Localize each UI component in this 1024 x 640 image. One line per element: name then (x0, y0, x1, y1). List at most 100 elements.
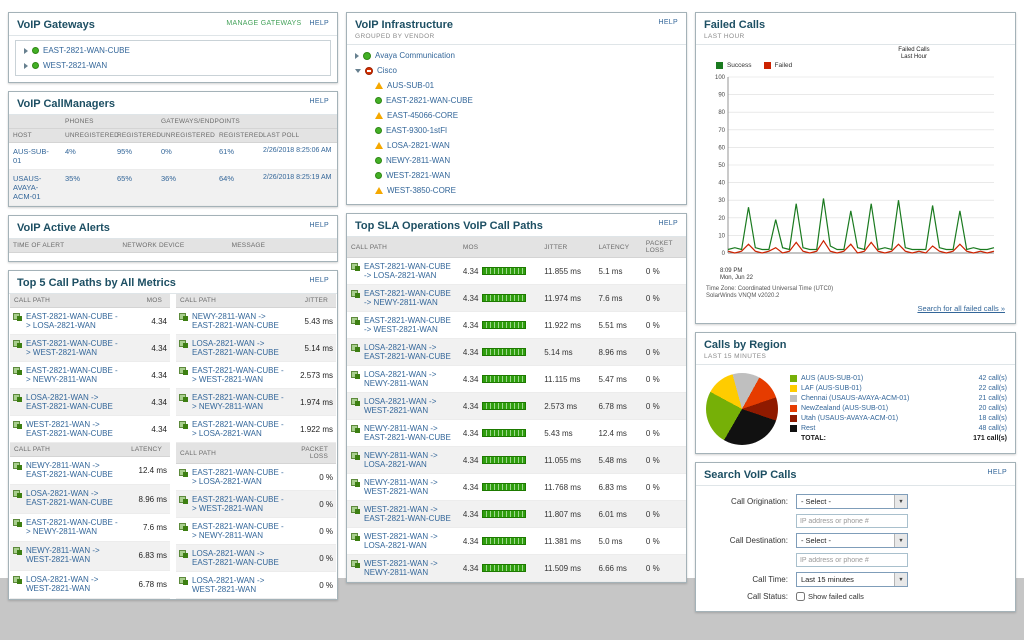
region-link[interactable]: LAF (AUS-SUB-01) (800, 385, 862, 392)
help-link[interactable]: HELP (309, 277, 329, 284)
call-path-link[interactable]: EAST-2821-WAN-CUBE -> WEST-2821-WAN (364, 316, 451, 334)
top5-mos-row: LOSA-2821-WAN -> EAST-2821-WAN-CUBE 4.34 (10, 388, 170, 416)
active-alerts-empty-body (9, 253, 337, 261)
interface-icon (13, 421, 23, 430)
call-path-link[interactable]: NEWY-2811-WAN -> LOSA-2821-WAN (364, 451, 438, 469)
col-message: MESSAGE (227, 239, 337, 253)
call-path-link[interactable]: NEWY-2811-WAN -> EAST-2821-WAN-CUBE (192, 312, 279, 330)
device-tree-item[interactable]: AUS-SUB-01 (347, 78, 686, 93)
show-failed-calls-checkbox[interactable] (795, 592, 805, 601)
call-path-link[interactable]: EAST-2821-WAN-CUBE -> WEST-2821-WAN (192, 495, 284, 513)
gateway-tree-item[interactable]: WEST-2821-WAN (16, 58, 330, 73)
packet-loss-value: 0 % (641, 419, 686, 447)
device-tree-item[interactable]: NEWY-2811-WAN (347, 153, 686, 168)
jitter-value: 5.14 ms (540, 338, 595, 366)
infrastructure-tree: Avaya Communication Cisco AUS-SUB-01 (347, 45, 686, 204)
call-path-link[interactable]: NEWY-2811-WAN -> WEST-2821-WAN (26, 546, 100, 565)
call-path-link[interactable]: EAST-2821-WAN-CUBE -> NEWY-2811-WAN (192, 393, 284, 411)
device-link[interactable]: EAST-45066-CORE (387, 111, 459, 120)
col-last-poll: LAST POLL (259, 128, 337, 143)
device-link[interactable]: WEST-3850-CORE (387, 186, 456, 195)
vendor-avaya-row[interactable]: Avaya Communication (347, 48, 686, 63)
vendor-cisco-row[interactable]: Cisco (347, 63, 686, 78)
device-link[interactable]: AUS-SUB-01 (387, 81, 435, 90)
call-destination-select[interactable]: - Select - ▼ (795, 533, 908, 548)
device-link[interactable]: EAST-9300-1stFl (386, 126, 447, 135)
call-path-link[interactable]: EAST-2821-WAN-CUBE -> LOSA-2821-WAN (192, 420, 284, 438)
callmanager-host-link[interactable]: AUS-SUB-01 (13, 147, 49, 165)
call-path-link[interactable]: LOSA-2821-WAN -> NEWY-2811-WAN (364, 370, 437, 388)
device-link[interactable]: WEST-2821-WAN (386, 171, 451, 180)
call-path-link[interactable]: EAST-2821-WAN-CUBE -> NEWY-2811-WAN (26, 366, 118, 384)
device-tree-item[interactable]: WEST-3850-CORE (347, 183, 686, 198)
svg-text:90: 90 (718, 93, 725, 99)
help-link[interactable]: HELP (658, 220, 678, 227)
interface-icon (351, 263, 361, 272)
call-path-link[interactable]: EAST-2821-WAN-CUBE -> NEWY-2811-WAN (192, 522, 284, 540)
device-tree-item[interactable]: EAST-45066-CORE (347, 108, 686, 123)
device-link[interactable]: LOSA-2821-WAN (387, 141, 450, 150)
device-tree-item[interactable]: WEST-2821-WAN (347, 168, 686, 183)
call-path-link[interactable]: LOSA-2821-WAN -> EAST-2821-WAN-CUBE (26, 489, 113, 508)
call-path-link[interactable]: NEWY-2811-WAN -> EAST-2821-WAN-CUBE (26, 461, 113, 479)
call-path-link[interactable]: NEWY-2811-WAN -> EAST-2821-WAN-CUBE (364, 424, 451, 442)
gateway-link[interactable]: EAST-2821-WAN-CUBE (43, 46, 130, 55)
callmanager-host-link[interactable]: USAUS-AVAYA-ACM-01 (13, 174, 42, 201)
help-link[interactable]: HELP (987, 469, 1007, 476)
device-link[interactable]: EAST-2821-WAN-CUBE (386, 96, 473, 105)
svg-text:60: 60 (718, 145, 725, 151)
vendor-avaya-link[interactable]: Avaya Communication (375, 51, 455, 60)
call-path-link[interactable]: EAST-2821-WAN-CUBE -> NEWY-2811-WAN (26, 517, 118, 536)
manage-gateways-link[interactable]: MANAGE GATEWAYS (226, 20, 302, 27)
collapse-icon[interactable] (355, 68, 361, 73)
call-path-link[interactable]: EAST-2821-WAN-CUBE -> LOSA-2821-WAN (26, 312, 118, 330)
call-path-link[interactable]: LOSA-2821-WAN -> EAST-2821-WAN-CUBE (192, 339, 279, 357)
packet-loss-value: 0 % (641, 257, 686, 285)
call-path-link[interactable]: NEWY-2811-WAN -> WEST-2821-WAN (364, 478, 438, 496)
expand-icon[interactable] (355, 52, 359, 59)
call-destination-input[interactable] (795, 553, 908, 567)
region-link[interactable]: Utah (USAUS-AVAYA-ACM-01) (800, 415, 899, 422)
call-path-link[interactable]: EAST-2821-WAN-CUBE -> LOSA-2821-WAN (364, 262, 451, 280)
help-link[interactable]: HELP (309, 20, 329, 27)
expand-icon[interactable] (24, 47, 28, 54)
call-path-link[interactable]: LOSA-2821-WAN -> WEST-2821-WAN (192, 576, 265, 594)
call-path-link[interactable]: WEST-2821-WAN -> LOSA-2821-WAN (364, 532, 438, 550)
expand-icon[interactable] (24, 62, 28, 69)
call-path-link[interactable]: LOSA-2821-WAN -> WEST-2821-WAN (364, 397, 437, 415)
call-path-link[interactable]: EAST-2821-WAN-CUBE -> WEST-2821-WAN (192, 366, 284, 384)
device-tree-item[interactable]: LOSA-2821-WAN (347, 138, 686, 153)
region-legend-row: Utah (USAUS-AVAYA-ACM-01) 18 call(s) (789, 415, 1007, 422)
call-time-select[interactable]: Last 15 minutes ▼ (795, 572, 908, 587)
call-path-link[interactable]: EAST-2821-WAN-CUBE -> LOSA-2821-WAN (192, 468, 284, 486)
mos-value: 4.34 (124, 334, 170, 362)
help-link[interactable]: HELP (309, 222, 329, 229)
call-origination-select[interactable]: - Select - ▼ (795, 494, 908, 509)
vendor-cisco-link[interactable]: Cisco (377, 66, 398, 75)
call-origination-input[interactable] (795, 514, 908, 528)
region-link[interactable]: Chennai (USAUS-AVAYA-ACM-01) (800, 395, 910, 402)
call-path-link[interactable]: LOSA-2821-WAN -> EAST-2821-WAN-CUBE (192, 549, 279, 567)
device-tree-item[interactable]: EAST-9300-1stFl (347, 123, 686, 138)
region-link[interactable]: Rest (800, 425, 816, 432)
call-path-link[interactable]: LOSA-2821-WAN -> EAST-2821-WAN-CUBE (26, 393, 113, 411)
call-path-link[interactable]: EAST-2821-WAN-CUBE -> NEWY-2811-WAN (364, 289, 451, 307)
top5-mos-row: EAST-2821-WAN-CUBE -> WEST-2821-WAN 4.34 (10, 334, 170, 362)
call-path-link[interactable]: LOSA-2821-WAN -> WEST-2821-WAN (26, 574, 99, 593)
call-path-link[interactable]: EAST-2821-WAN-CUBE -> WEST-2821-WAN (26, 339, 118, 357)
jitter-value: 2.573 ms (290, 361, 336, 389)
latency-value: 12.4 ms (594, 419, 642, 447)
gateway-tree-item[interactable]: EAST-2821-WAN-CUBE (16, 43, 330, 58)
region-link[interactable]: NewZealand (AUS-SUB-01) (800, 405, 889, 412)
call-path-link[interactable]: LOSA-2821-WAN -> EAST-2821-WAN-CUBE (364, 343, 451, 361)
call-path-link[interactable]: WEST-2821-WAN -> EAST-2821-WAN-CUBE (26, 420, 113, 438)
call-path-link[interactable]: WEST-2821-WAN -> EAST-2821-WAN-CUBE (364, 505, 451, 523)
call-path-link[interactable]: WEST-2821-WAN -> NEWY-2811-WAN (364, 559, 438, 577)
device-tree-item[interactable]: EAST-2821-WAN-CUBE (347, 93, 686, 108)
gateway-link[interactable]: WEST-2821-WAN (43, 61, 108, 70)
help-link[interactable]: HELP (309, 98, 329, 105)
region-link[interactable]: AUS (AUS-SUB-01) (800, 375, 864, 382)
device-link[interactable]: NEWY-2811-WAN (386, 156, 451, 165)
help-link[interactable]: HELP (658, 19, 678, 26)
search-failed-calls-link[interactable]: Search for all failed calls » (917, 304, 1005, 313)
